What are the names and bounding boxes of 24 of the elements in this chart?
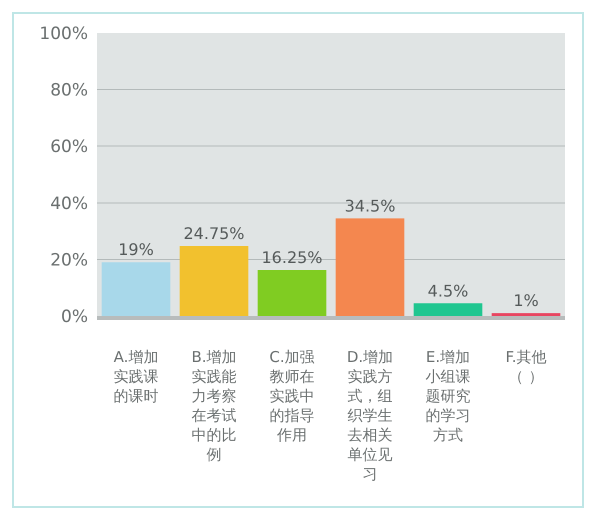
data-label: 34.5% (344, 196, 396, 216)
y-tick-label: 40% (50, 194, 88, 214)
x-tick-label: D.增加实践方式，组织学生去相关单位见习 (346, 348, 394, 483)
y-tick-label: 0% (61, 306, 88, 327)
y-tick-label: 60% (50, 137, 88, 158)
bar (102, 262, 170, 316)
data-label: 24.75% (183, 224, 245, 243)
x-tick-label: A.增加实践课的课时 (114, 348, 158, 405)
bar (180, 246, 248, 316)
x-tick-label: B.增加实践能力考察在考试中的比例 (191, 348, 237, 464)
data-label: 1% (513, 291, 539, 310)
y-tick-label: 20% (50, 250, 88, 270)
bar (336, 218, 404, 316)
bar (258, 270, 326, 316)
bar (492, 313, 560, 316)
data-label: 19% (118, 240, 154, 260)
y-tick-label: 80% (50, 80, 88, 101)
data-label: 16.25% (261, 248, 323, 268)
x-tick-label: F.其他（ ） (506, 348, 546, 386)
bar (414, 303, 482, 316)
y-tick-label: 100% (39, 24, 88, 44)
x-tick-label: C.加强教师在实践中的指导作用 (269, 348, 315, 444)
x-tick-label: E.增加小组课题研究的学习方式 (426, 348, 470, 444)
data-label: 4.5% (428, 281, 468, 300)
